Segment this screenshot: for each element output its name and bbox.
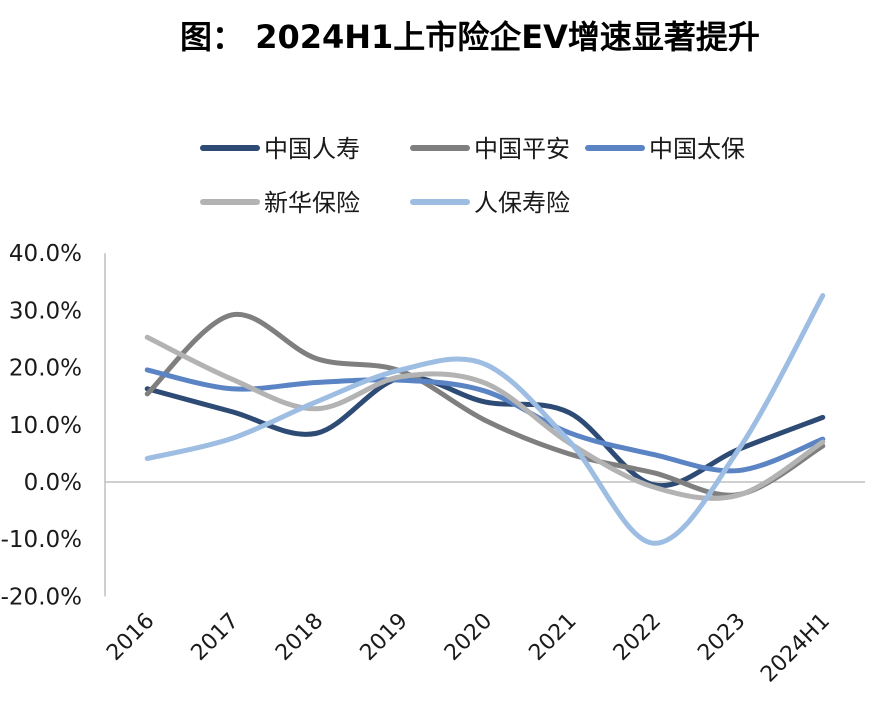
x-tick-label: 2019 xyxy=(356,609,413,666)
x-tick-label: 2018 xyxy=(271,609,328,666)
series-line-2 xyxy=(144,311,826,498)
legend-label: 中国太保 xyxy=(649,135,745,163)
y-tick-label: -20.0% xyxy=(1,584,82,610)
x-tick-label: 2020 xyxy=(440,609,497,666)
legend-label: 中国平安 xyxy=(474,135,570,163)
legend-label: 人保寿险 xyxy=(474,189,570,217)
x-tick-label: 2021 xyxy=(524,609,581,666)
y-tick-label: 0.0% xyxy=(24,470,82,496)
series-line-5 xyxy=(144,293,826,546)
axes: 40.0% 30.0% 20.0% 10.0% 0.0% -10.0% -20.0% 2016… xyxy=(1,241,865,687)
y-tick-label: 40.0% xyxy=(9,241,82,267)
legend-label: 中国人寿 xyxy=(264,135,360,163)
y-tick-label: 20.0% xyxy=(9,356,82,382)
plot-area xyxy=(144,293,826,546)
x-tick-label: 2016 xyxy=(102,609,159,666)
y-tick-label: 30.0% xyxy=(9,298,82,324)
y-tick-label: 10.0% xyxy=(9,413,82,439)
x-tick-label: 2023 xyxy=(693,609,750,666)
legend-label: 新华保险 xyxy=(264,189,360,217)
x-tick-label: 2024H1 xyxy=(756,609,835,688)
chart-title: 图： 2024H1上市险企EV增速显著提升 xyxy=(180,18,760,56)
x-tick-label: 2022 xyxy=(609,609,666,666)
y-tick-label: -10.0% xyxy=(1,527,82,553)
series-line-4 xyxy=(144,334,826,501)
x-tick-label: 2017 xyxy=(187,609,244,666)
series-line-1 xyxy=(144,374,826,489)
